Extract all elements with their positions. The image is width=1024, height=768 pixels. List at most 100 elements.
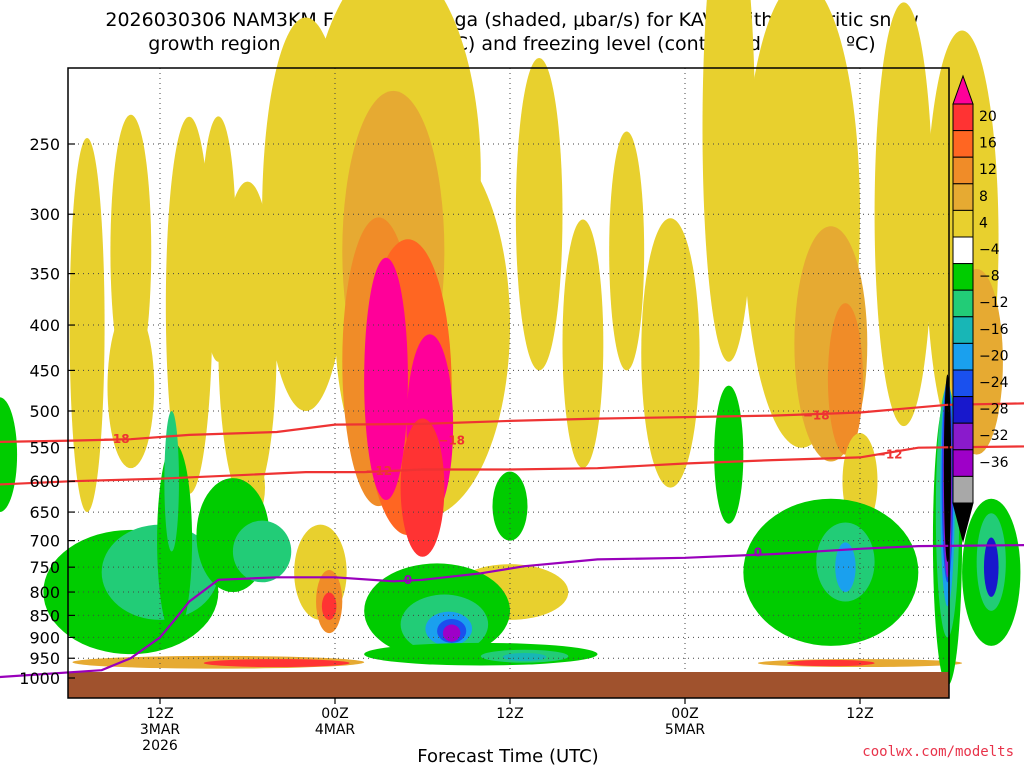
contour-label-2: −18 xyxy=(803,409,830,423)
y-tick-label-1000: 1000 xyxy=(19,669,60,688)
contour-label-3: −12 xyxy=(365,464,392,478)
y-tick-label-350: 350 xyxy=(29,265,60,284)
contour-2 xyxy=(0,544,1024,679)
omega-neg-blob-0 xyxy=(0,397,18,513)
y-tick-label-250: 250 xyxy=(29,135,60,154)
colorbar-segment-1 xyxy=(952,103,974,132)
omega-blob-33 xyxy=(203,659,350,668)
contour-label-6: 0 xyxy=(754,546,762,560)
omega-blob-2 xyxy=(107,306,155,469)
colorbar-segment-14 xyxy=(952,449,974,477)
y-tick-label-600: 600 xyxy=(29,472,60,491)
contour-label-0: −18 xyxy=(103,432,130,446)
omega-neg-blob-16 xyxy=(714,385,744,524)
omega-neg-blob-28 xyxy=(983,537,999,597)
terrain-below-surface xyxy=(68,672,949,698)
y-tick-label-500: 500 xyxy=(29,402,60,421)
y-tick-label-900: 900 xyxy=(29,628,60,647)
omega-blob-5 xyxy=(218,181,277,507)
omega-blob-15 xyxy=(515,58,563,371)
colorbar-segment-13 xyxy=(952,422,974,451)
colorbar-label-11: −28 xyxy=(979,402,1009,418)
omega-blob-31 xyxy=(321,592,337,620)
y-tick-label-950: 950 xyxy=(29,649,60,668)
omega-blob-0 xyxy=(69,138,105,513)
omega-neg-blob-6 xyxy=(232,520,292,583)
credit-text: coolwx.com/modelts xyxy=(862,744,1014,760)
omega-shading xyxy=(0,0,1021,686)
omega-blob-12 xyxy=(364,257,408,501)
omega-blob-14 xyxy=(400,418,445,557)
colorbar-segment-7 xyxy=(952,263,974,291)
y-tick-label-400: 400 xyxy=(29,316,60,335)
y-tick-label-550: 550 xyxy=(29,439,60,458)
colorbar-segment-11 xyxy=(952,369,974,398)
plot-frame xyxy=(67,67,950,699)
omega-blob-35 xyxy=(787,659,875,667)
colorbar-label-2: 12 xyxy=(979,162,997,178)
x-tick-label-42-0: 00Z xyxy=(671,706,698,722)
x-tick-label-6-0: 12Z xyxy=(146,706,173,722)
x-tick-label-18-1: 4MAR xyxy=(315,722,356,738)
colorbar-segment-6 xyxy=(952,236,974,265)
contour-1 xyxy=(0,445,1024,486)
temperature-contours: −18 −18 −18 −12 −12 0 0 xyxy=(0,402,1024,679)
y-tick-label-800: 800 xyxy=(29,583,60,602)
contour-0 xyxy=(0,402,1024,443)
colorbar-label-1: 16 xyxy=(979,136,997,152)
colorbar-segment-10 xyxy=(952,342,974,371)
colorbar-label-4: 4 xyxy=(979,215,988,231)
colorbar-segment-5 xyxy=(952,209,974,238)
contour-label-1: −18 xyxy=(438,434,465,448)
omega-neg-blob-19 xyxy=(835,542,856,593)
omega-neg-blob-4 xyxy=(164,411,179,552)
colorbar-label-13: −36 xyxy=(979,455,1009,471)
colorbar-label-7: −12 xyxy=(979,295,1009,311)
contour-label-5: 0 xyxy=(404,573,412,587)
colorbar-label-6: −8 xyxy=(979,269,1000,285)
x-tick-label-6-1: 3MAR xyxy=(140,722,181,738)
omega-blob-18 xyxy=(641,218,700,488)
grid-lines xyxy=(68,68,949,698)
omega-blob-3 xyxy=(165,116,213,494)
omega-neg-blob-11 xyxy=(442,624,461,642)
y-tick-label-450: 450 xyxy=(29,361,60,380)
omega-neg-blob-14 xyxy=(502,652,547,662)
omega-blob-16 xyxy=(562,219,604,469)
colorbar-bottom-arrow xyxy=(952,502,974,543)
colorbar-label-12: −32 xyxy=(979,428,1009,444)
colorbar-segment-4 xyxy=(952,183,974,211)
omega-neg-blob-15 xyxy=(492,471,528,541)
colorbar-segment-2 xyxy=(952,130,974,158)
colorbar-segment-12 xyxy=(952,396,974,424)
omega-blob-22 xyxy=(827,303,863,455)
y-axis-ticks: 250 300 350 400 450 500 550 600 650 700 750 800 850 9… xyxy=(19,135,75,688)
colorbar-segment-3 xyxy=(952,156,974,185)
colorbar: 20 16 12 8 4 −4 −8 −12 −16 −20 −24 −28 −32 −36 xyxy=(952,74,1009,543)
x-tick-label-42-1: 5MAR xyxy=(665,722,706,738)
colorbar-segment-9 xyxy=(952,316,974,344)
y-tick-label-700: 700 xyxy=(29,532,60,551)
colorbar-label-0: 20 xyxy=(979,109,997,125)
x-axis-title: Forecast Time (UTC) xyxy=(417,746,598,767)
omega-neg-blob-25 xyxy=(943,374,952,563)
omega-blob-19 xyxy=(702,0,755,362)
x-tick-label-18-0: 00Z xyxy=(321,706,348,722)
colorbar-label-5: −4 xyxy=(979,242,1000,258)
colorbar-label-8: −16 xyxy=(979,322,1009,338)
contour-label-4: −12 xyxy=(876,448,903,462)
y-tick-label-750: 750 xyxy=(29,558,60,577)
omega-blob-17 xyxy=(609,131,645,371)
colorbar-segment-8 xyxy=(952,289,974,318)
x-tick-label-54-0: 12Z xyxy=(846,706,873,722)
colorbar-segment-15 xyxy=(952,475,974,504)
y-tick-label-650: 650 xyxy=(29,503,60,522)
colorbar-label-10: −24 xyxy=(979,375,1009,391)
x-tick-label-6-2: 2026 xyxy=(142,738,178,754)
y-tick-label-850: 850 xyxy=(29,606,60,625)
x-tick-label-30-0: 12Z xyxy=(496,706,523,722)
colorbar-label-3: 8 xyxy=(979,189,988,205)
